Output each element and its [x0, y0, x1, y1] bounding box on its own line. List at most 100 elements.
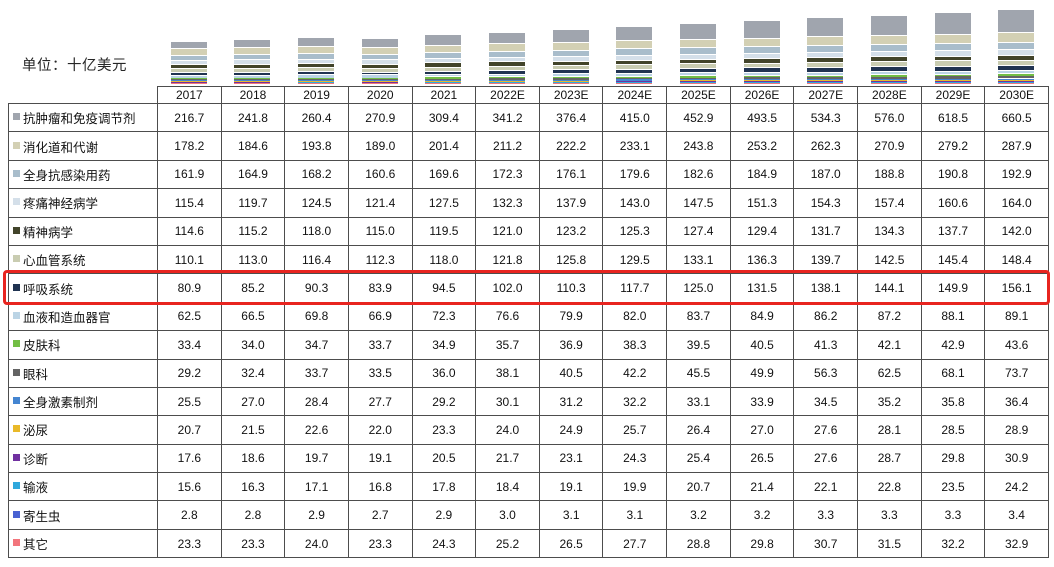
bar-segment — [743, 72, 780, 76]
bar-segment — [616, 55, 653, 61]
legend-swatch-icon — [13, 141, 20, 149]
bar-segment — [170, 78, 207, 80]
bar-segment — [743, 59, 780, 64]
value-cell: 39.5 — [666, 330, 731, 360]
bar-segment — [298, 68, 335, 73]
value-cell: 452.9 — [666, 102, 731, 133]
bar-segment — [425, 74, 462, 78]
value-cell: 493.5 — [729, 102, 795, 133]
value-cell: 66.9 — [347, 301, 413, 332]
bar-segment — [170, 81, 207, 83]
bar-segment — [234, 75, 271, 78]
bar-segment — [679, 64, 716, 69]
bar-segment — [998, 81, 1035, 83]
bar-segment — [870, 35, 907, 46]
bar-segment — [743, 21, 780, 39]
bar-segment — [489, 82, 526, 84]
bar-segment — [552, 74, 589, 77]
value-cell: 21.7 — [475, 443, 540, 474]
bar-segment — [807, 62, 844, 68]
value-cell: 121.0 — [475, 216, 540, 246]
value-cell: 132.3 — [475, 188, 540, 218]
row-label: 疼痛神经病学 — [8, 188, 158, 218]
year-header: 2022E — [475, 86, 540, 104]
value-cell: 26.5 — [538, 528, 604, 559]
value-cell: 125.3 — [602, 216, 668, 246]
value-cell: 188.8 — [857, 159, 922, 190]
row-label-text: 抗肿瘤和免疫调节剂 — [23, 112, 136, 127]
bar-segment — [552, 76, 589, 79]
bar-segment — [552, 61, 589, 66]
value-cell: 23.5 — [920, 472, 986, 502]
bar-segment — [361, 77, 398, 79]
value-cell: 119.5 — [411, 216, 477, 246]
row-label-text: 精神病学 — [23, 225, 74, 240]
value-cell: 3.2 — [666, 500, 731, 530]
bar-segment — [489, 80, 526, 82]
legend-swatch-icon — [13, 283, 20, 291]
value-cell: 118.0 — [284, 216, 349, 246]
bar-segment — [934, 12, 971, 35]
table-row: 消化道和代谢 178.2 184.6 193.8 189.0 201.4 211.2 222.… — [8, 131, 1049, 161]
year-header: 2019 — [284, 86, 349, 104]
value-cell: 28.1 — [857, 415, 922, 445]
bar-segment — [679, 82, 716, 83]
value-cell: 17.6 — [157, 443, 222, 474]
value-cell: 124.5 — [284, 188, 349, 218]
bar-segment — [616, 49, 653, 56]
value-cell: 2.7 — [347, 500, 413, 530]
value-cell: 184.6 — [220, 131, 286, 161]
row-label-text: 疼痛神经病学 — [23, 197, 99, 212]
bar-segment — [616, 80, 653, 82]
bar-segment — [934, 56, 971, 62]
value-cell: 129.5 — [602, 244, 668, 275]
stacked-bar — [934, 12, 971, 84]
bar-slot — [602, 0, 666, 84]
bar-segment — [361, 78, 398, 81]
value-cell: 19.1 — [347, 443, 413, 474]
value-cell: 19.1 — [538, 472, 604, 502]
bar-segment — [870, 82, 907, 84]
value-cell: 28.7 — [857, 443, 922, 474]
value-cell: 125.0 — [666, 273, 731, 303]
value-cell: 576.0 — [857, 102, 922, 133]
value-cell: 189.0 — [347, 131, 413, 161]
value-cell: 76.6 — [475, 301, 540, 332]
value-cell: 27.0 — [729, 415, 795, 445]
bar-segment — [234, 77, 271, 80]
value-cell: 169.6 — [411, 159, 477, 190]
bar-segment — [934, 66, 971, 72]
bar-segment — [679, 77, 716, 80]
bar-segment — [298, 37, 335, 47]
row-label: 呼吸系统 — [8, 273, 158, 303]
bar-segment — [616, 82, 653, 83]
bar-segment — [679, 76, 716, 78]
value-cell: 260.4 — [284, 102, 349, 133]
row-label: 消化道和代谢 — [8, 131, 158, 161]
bar-segment — [807, 67, 844, 73]
value-cell: 115.0 — [347, 216, 413, 246]
bar-segment — [807, 82, 844, 84]
value-cell: 23.3 — [411, 415, 477, 445]
bar-segment — [934, 34, 971, 45]
value-cell: 26.4 — [666, 415, 731, 445]
value-cell: 129.4 — [729, 216, 795, 246]
value-cell: 86.2 — [793, 301, 859, 332]
bar-segment — [425, 79, 462, 81]
value-cell: 20.5 — [411, 443, 477, 474]
value-cell: 139.7 — [793, 244, 859, 275]
table-row: 皮肤科 33.4 34.0 34.7 33.7 34.9 35.7 36.9 38.3 39.5 4… — [8, 330, 1049, 360]
value-cell: 160.6 — [347, 159, 413, 190]
value-cell: 25.2 — [475, 528, 540, 559]
bar-segment — [234, 39, 271, 49]
bar-slot — [221, 0, 285, 84]
bar-segment — [743, 38, 780, 48]
bar-segment — [807, 58, 844, 63]
bar-segment — [679, 39, 716, 49]
bar-segment — [616, 60, 653, 66]
value-cell: 179.6 — [602, 159, 668, 190]
table-row: 心血管系统 110.1 113.0 116.4 112.3 118.0 121.8 125.8… — [8, 244, 1049, 275]
bar-segment — [998, 10, 1035, 34]
value-cell: 241.8 — [220, 102, 286, 133]
table-wrapper: 2017 2018 2019 2020 2021 2022E 2023E 2024E 2025E… — [8, 86, 1049, 559]
